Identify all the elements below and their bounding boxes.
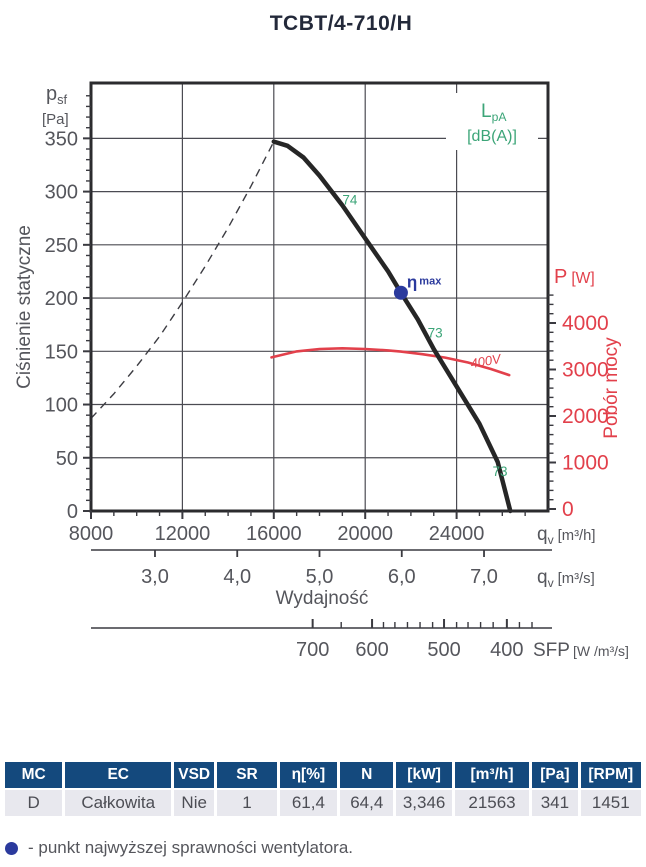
power-axis-tick-label: 3000 xyxy=(562,359,609,382)
pressure-axis-tick-label: 50 xyxy=(56,448,78,470)
spec-table-cell: D xyxy=(5,790,63,816)
noise-level-label: 73 xyxy=(428,325,443,340)
flow-m3s-tick-label: 7,0 xyxy=(470,566,498,588)
sfp-tick-label: 500 xyxy=(427,639,460,661)
flow-axis-name: Wydajność xyxy=(276,588,369,609)
spec-table-header-cell: [RPM] xyxy=(580,762,641,788)
spec-table-cell: 341 xyxy=(532,790,578,816)
fan-performance-chart: LpA[dB(A)]400V050100150200250300350psf[P… xyxy=(14,81,629,661)
bep-point-label: η max xyxy=(407,273,442,292)
spec-table-header-row: MC EC VSD SR η[%] N [kW] [m³/h] [Pa] [RPM] xyxy=(5,762,641,788)
spec-table-header-cell: SR xyxy=(217,762,277,788)
bep-point xyxy=(393,285,408,300)
noise-legend-unit: [dB(A)] xyxy=(467,128,517,145)
bep-legend: - punkt najwyższej sprawności wentylator… xyxy=(5,838,353,858)
flow-m3s-tick-label: 3,0 xyxy=(141,566,169,588)
spec-table: MC EC VSD SR η[%] N [kW] [m³/h] [Pa] [RPM] D Całkow… xyxy=(2,760,644,818)
noise-level-label: 73 xyxy=(492,464,507,479)
spec-table-header-cell: [m³/h] xyxy=(454,762,530,788)
spec-table-row: D Całkowita Nie 1 61,4 64,4 3,346 21563 341 1451 xyxy=(5,790,641,816)
bep-dot-icon xyxy=(5,841,18,855)
noise-legend-box xyxy=(446,93,538,150)
page-title: TCBT/4-710/H xyxy=(269,12,413,35)
spec-table-cell: 3,346 xyxy=(396,790,452,816)
spec-table-cell: Całkowita xyxy=(65,790,172,816)
spec-table-cell: Nie xyxy=(174,790,215,816)
pressure-axis-tick-label: 100 xyxy=(45,395,78,417)
bep-legend-text: - punkt najwyższej sprawności wentylator… xyxy=(28,838,354,857)
power-axis-symbol: P [W] xyxy=(554,266,595,288)
flow-m3s-tick-label: 4,0 xyxy=(223,566,251,588)
spec-table-cell: 1 xyxy=(217,790,277,816)
spec-table-cell: 61,4 xyxy=(279,790,338,816)
spec-table-header-cell: VSD xyxy=(174,762,215,788)
sfp-axis-title: SFP [W /m³/s] xyxy=(533,640,629,661)
spec-table-header-cell: N xyxy=(340,762,394,788)
spec-table-cell: 21563 xyxy=(454,790,530,816)
pressure-axis-tick-label: 300 xyxy=(45,182,78,204)
flow-axis-title: qv [m³/h] xyxy=(537,524,596,547)
spec-table-cell: 1451 xyxy=(580,790,641,816)
pressure-axis-tick-label: 200 xyxy=(45,288,78,310)
power-axis-tick-label: 0 xyxy=(562,498,574,521)
power-axis-tick-label: 4000 xyxy=(562,312,609,335)
flow-axis-tick-label: 20000 xyxy=(337,523,393,545)
pressure-axis-tick-label: 250 xyxy=(45,235,78,257)
pressure-axis-title: Ciśnienie statyczne xyxy=(14,225,35,389)
flow-m3s-tick-label: 5,0 xyxy=(306,566,334,588)
power-curve xyxy=(270,346,511,377)
operating-limit-line xyxy=(90,141,275,419)
power-axis-title: Pobór mocy xyxy=(601,337,622,439)
spec-table-header-cell: EC xyxy=(65,762,172,788)
spec-table-header-cell: η[%] xyxy=(279,762,338,788)
flow-axis-tick-label: 12000 xyxy=(155,523,211,545)
spec-table-header-cell: MC xyxy=(5,762,63,788)
pressure-axis-tick-label: 150 xyxy=(45,341,78,363)
spec-table-cell: 64,4 xyxy=(340,790,394,816)
pressure-axis-tick-label: 350 xyxy=(45,128,78,150)
pressure-axis-symbol: psf xyxy=(46,83,68,107)
flow-axis-tick-label: 8000 xyxy=(69,523,114,545)
static-pressure-curve xyxy=(271,139,513,514)
sfp-tick-label: 600 xyxy=(355,639,388,661)
power-curve-voltage-label: 400V xyxy=(469,351,503,371)
power-axis-tick-label: 2000 xyxy=(562,405,609,428)
power-axis-tick-label: 1000 xyxy=(562,452,609,475)
flow-m3s-tick-label: 6,0 xyxy=(388,566,416,588)
sfp-tick-label: 700 xyxy=(296,639,329,661)
flow-axis-tick-label: 16000 xyxy=(246,523,302,545)
noise-level-label: 74 xyxy=(342,192,358,207)
pressure-axis-unit: [Pa] xyxy=(42,111,69,128)
pressure-axis-tick-label: 0 xyxy=(67,501,78,523)
sfp-tick-label: 400 xyxy=(490,639,523,661)
flow-axis-tick-label: 24000 xyxy=(429,523,485,545)
spec-table-header-cell: [Pa] xyxy=(532,762,578,788)
spec-table-header-cell: [kW] xyxy=(396,762,452,788)
flow-m3s-axis-title: qv [m³/s] xyxy=(537,567,595,590)
